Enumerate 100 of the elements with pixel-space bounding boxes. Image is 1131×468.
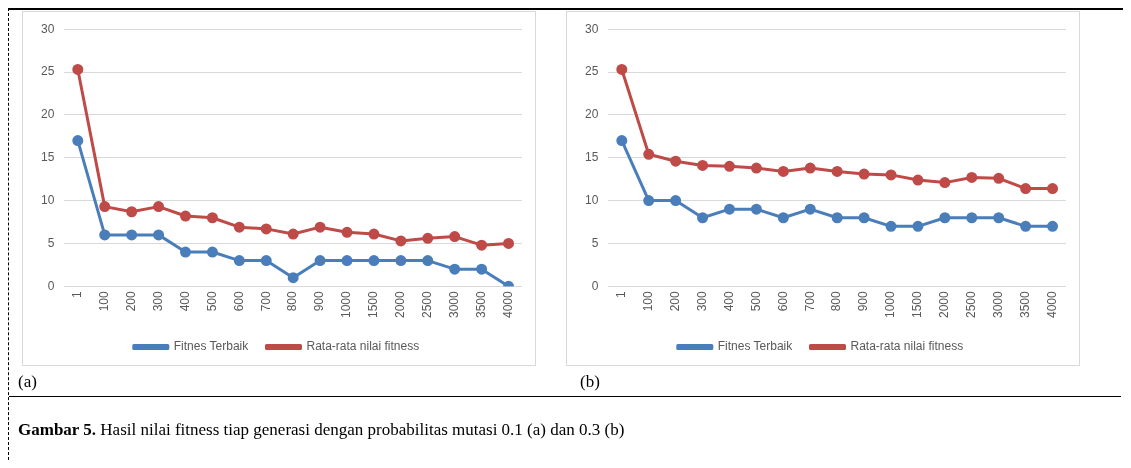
- legend-label: Rata-rata nilai fitness: [306, 339, 420, 354]
- x-tick-label: 100: [97, 290, 112, 312]
- point: [1047, 183, 1059, 195]
- point: [616, 63, 628, 75]
- x-tick-label: 2000: [937, 290, 952, 319]
- point: [287, 228, 299, 240]
- x-tick-label: 500: [748, 290, 763, 312]
- point: [1047, 220, 1059, 232]
- x-tick-label: 300: [150, 290, 165, 312]
- x-tick-label: 900: [856, 290, 871, 312]
- point: [1020, 183, 1032, 195]
- point: [153, 201, 165, 213]
- point: [697, 159, 709, 171]
- point: [750, 162, 762, 174]
- point: [314, 255, 326, 267]
- point: [993, 172, 1005, 184]
- point: [643, 195, 655, 207]
- point: [939, 177, 951, 189]
- x-tick-label: 400: [721, 290, 736, 312]
- point: [153, 229, 165, 241]
- point: [670, 195, 682, 207]
- x-tick-label: 2500: [420, 290, 435, 319]
- point: [368, 255, 380, 267]
- x-tick-label: 1000: [339, 290, 354, 319]
- x-tick-label: 3500: [1017, 290, 1032, 319]
- x-tick-label: 500: [204, 290, 219, 312]
- point: [966, 171, 978, 183]
- point: [395, 235, 407, 247]
- x-tick-label: 4000: [1044, 290, 1059, 319]
- point: [341, 255, 353, 267]
- point: [723, 203, 735, 215]
- point: [1020, 220, 1032, 232]
- x-tick-label: 1: [70, 290, 85, 298]
- legend-label: Rata-rata nilai fitness: [850, 339, 964, 354]
- x-tick-label: 3000: [991, 290, 1006, 319]
- point: [670, 155, 682, 167]
- x-tick-label: 800: [829, 290, 844, 312]
- x-tick-label: 300: [694, 290, 709, 312]
- y-tick-label: 10: [40, 192, 55, 207]
- point: [476, 239, 488, 251]
- point: [179, 210, 191, 222]
- point: [804, 203, 816, 215]
- point: [233, 221, 245, 233]
- x-tick-label: 700: [258, 290, 273, 312]
- x-tick-label: 2500: [964, 290, 979, 319]
- x-tick-label: 3500: [473, 290, 488, 319]
- point: [697, 212, 709, 224]
- y-tick-label: 15: [40, 150, 55, 165]
- y-tick-label: 0: [591, 278, 599, 293]
- x-tick-label: 700: [802, 290, 817, 312]
- x-tick-label: 1000: [883, 290, 898, 319]
- x-tick-label: 3000: [447, 290, 462, 319]
- y-tick-label: 0: [47, 278, 55, 293]
- point: [99, 229, 111, 241]
- point: [179, 246, 191, 258]
- text: (a): [18, 372, 37, 391]
- point: [885, 220, 897, 232]
- x-tick-label: 1500: [366, 290, 381, 319]
- point: [314, 221, 326, 233]
- x-tick-label: 200: [123, 290, 138, 312]
- point: [616, 135, 628, 147]
- point: [422, 232, 434, 244]
- point: [233, 255, 245, 267]
- text: (b): [580, 372, 600, 391]
- text: Gambar 5. Hasil nilai fitness tiap generasi dengan probabilitas mutasi 0.1 (a) dan 0.3 (b): [18, 420, 625, 439]
- point: [449, 263, 461, 275]
- x-tick-label: 4000: [500, 290, 515, 319]
- x-tick-label: 100: [641, 290, 656, 312]
- point: [777, 165, 789, 177]
- point: [939, 212, 951, 224]
- point: [260, 255, 272, 267]
- y-tick-label: 20: [40, 107, 55, 122]
- x-tick-label: 1500: [910, 290, 925, 319]
- point: [777, 212, 789, 224]
- legend-label: Fitnes Terbaik: [717, 339, 794, 354]
- y-tick-label: 5: [591, 235, 599, 250]
- point: [476, 263, 488, 275]
- point: [503, 237, 515, 249]
- x-tick-label: 400: [177, 290, 192, 312]
- x-tick-label: 600: [231, 290, 246, 312]
- point: [858, 212, 870, 224]
- y-tick-label: 5: [47, 235, 55, 250]
- x-tick-label: 200: [667, 290, 682, 312]
- point: [750, 203, 762, 215]
- point: [126, 206, 138, 218]
- point: [99, 201, 111, 213]
- x-tick-label: 800: [285, 290, 300, 312]
- y-tick-label: 10: [584, 192, 599, 207]
- point: [723, 160, 735, 172]
- point: [395, 255, 407, 267]
- y-tick-label: 30: [40, 21, 55, 36]
- point: [912, 174, 924, 186]
- y-tick-label: 25: [584, 64, 599, 79]
- point: [912, 220, 924, 232]
- legend-label: Fitnes Terbaik: [173, 339, 250, 354]
- point: [643, 148, 655, 160]
- y-tick-label: 25: [40, 64, 55, 79]
- point: [422, 255, 434, 267]
- x-tick-label: 1: [614, 290, 629, 298]
- point: [885, 169, 897, 181]
